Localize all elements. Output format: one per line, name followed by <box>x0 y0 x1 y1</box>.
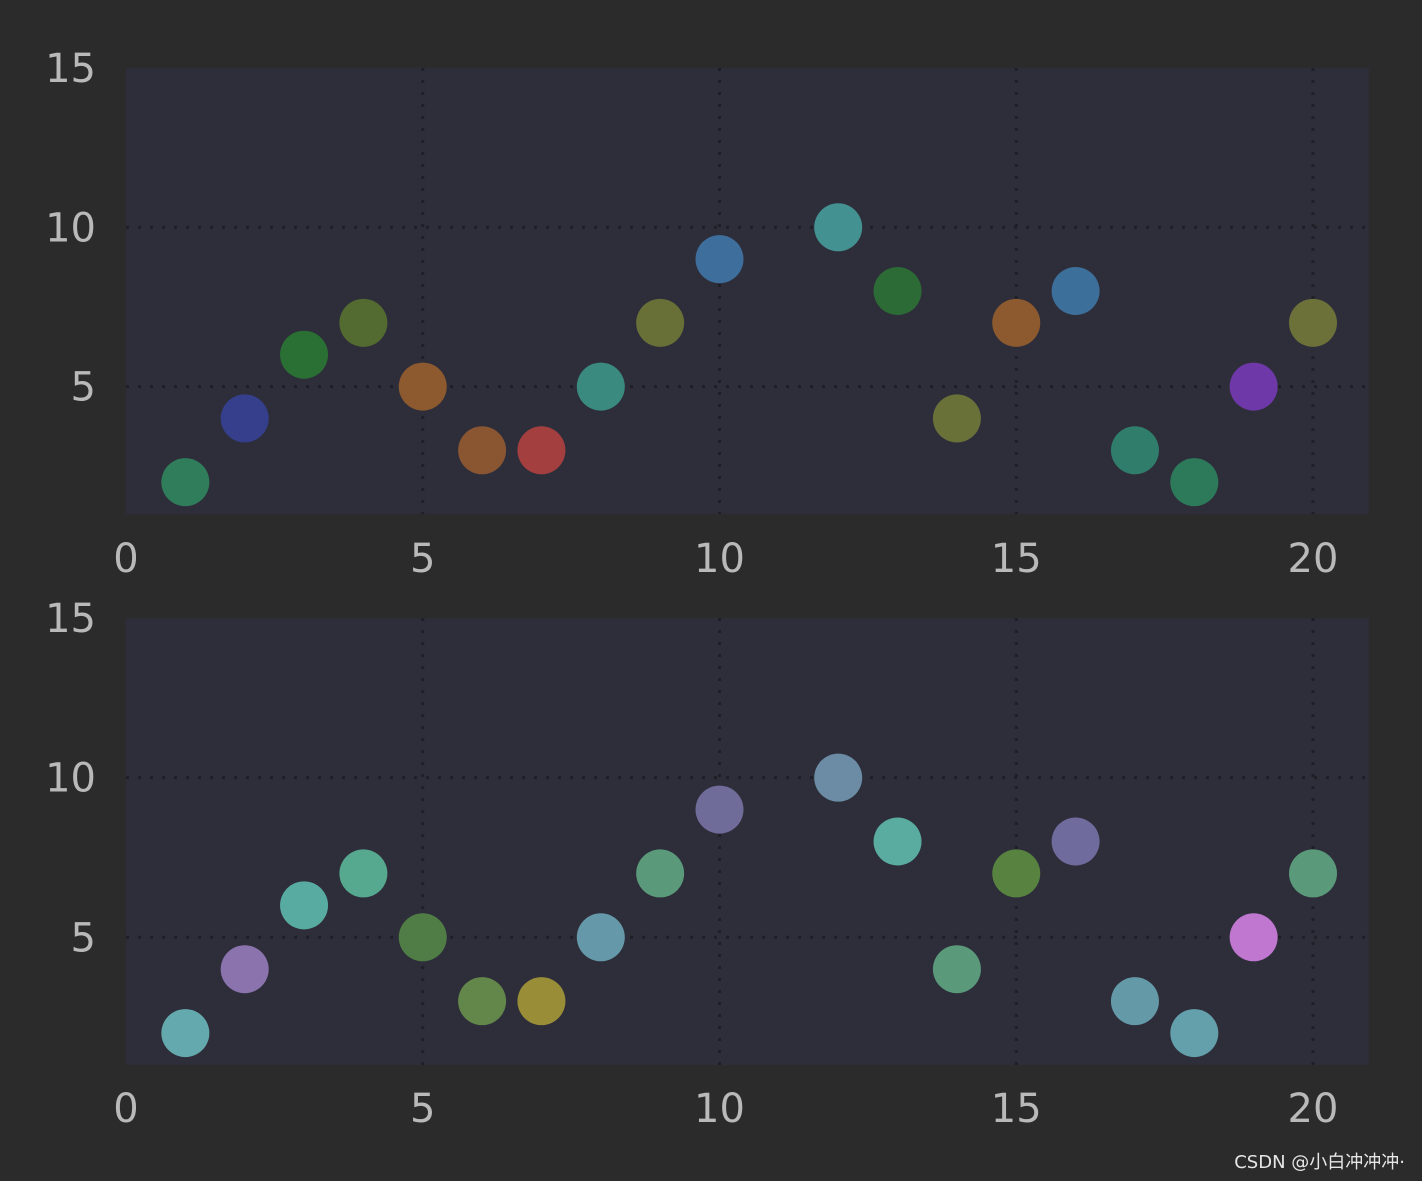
scatter-point <box>1110 977 1159 1026</box>
scatter-point <box>814 203 863 252</box>
scatter-point <box>398 913 447 962</box>
scatter-point <box>873 267 922 315</box>
scatter-point <box>576 362 625 411</box>
scatter-point <box>1110 426 1159 475</box>
scatter-point <box>636 298 685 347</box>
scatter-point <box>992 849 1041 898</box>
scatter-point <box>517 426 566 475</box>
scatter-point <box>1289 849 1337 898</box>
x-tick-label: 10 <box>694 1086 745 1132</box>
scatter-point <box>220 945 269 994</box>
scatter-point <box>695 235 744 284</box>
x-tick-label: 0 <box>113 536 138 582</box>
subplot-bottom: 0 5 10 15 20 5 10 15 <box>45 596 1369 1132</box>
scatter-point <box>814 753 863 802</box>
scatter-point <box>932 394 981 443</box>
watermark-text: CSDN @小白冲冲冲· <box>1234 1152 1405 1173</box>
plot-area <box>126 618 1369 1065</box>
y-tick-label: 10 <box>45 756 96 802</box>
scatter-point <box>873 817 922 866</box>
scatter-point <box>161 458 210 507</box>
scatter-point <box>458 977 507 1026</box>
scatter-point <box>398 362 447 411</box>
subplot-top: 0 5 10 15 20 5 10 15 <box>45 46 1369 582</box>
x-tick-label: 5 <box>410 1086 435 1132</box>
scatter-point <box>1170 1009 1219 1058</box>
y-tick-label: 15 <box>45 46 96 92</box>
scatter-point <box>1170 458 1219 507</box>
scatter-point <box>1051 267 1100 315</box>
scatter-point <box>517 977 566 1026</box>
scatter-point <box>458 426 507 475</box>
scatter-point <box>161 1009 210 1058</box>
scatter-point <box>1229 362 1278 411</box>
scatter-point <box>992 298 1041 347</box>
scatter-point <box>1289 298 1337 347</box>
scatter-point <box>695 785 744 834</box>
scatter-point <box>636 849 685 898</box>
scatter-point <box>280 330 329 379</box>
scatter-point <box>339 849 388 898</box>
x-tick-label: 20 <box>1288 1086 1339 1132</box>
x-tick-label: 5 <box>410 536 435 582</box>
scatter-point <box>1051 817 1100 866</box>
scatter-point <box>1229 913 1278 962</box>
y-tick-label: 5 <box>71 915 96 961</box>
scatter-point <box>339 298 388 347</box>
y-tick-label: 5 <box>71 365 96 411</box>
x-tick-label: 15 <box>991 1086 1042 1132</box>
scatter-point <box>932 945 981 994</box>
scatter-point <box>280 881 329 930</box>
plot-area <box>126 68 1369 514</box>
y-tick-label: 15 <box>45 596 96 642</box>
x-tick-label: 10 <box>694 536 745 582</box>
scatter-point <box>576 913 625 962</box>
x-tick-label: 0 <box>113 1086 138 1132</box>
x-tick-label: 15 <box>991 536 1042 582</box>
x-tick-label: 20 <box>1288 536 1339 582</box>
y-tick-label: 10 <box>45 205 96 251</box>
scatter-point <box>220 394 269 443</box>
